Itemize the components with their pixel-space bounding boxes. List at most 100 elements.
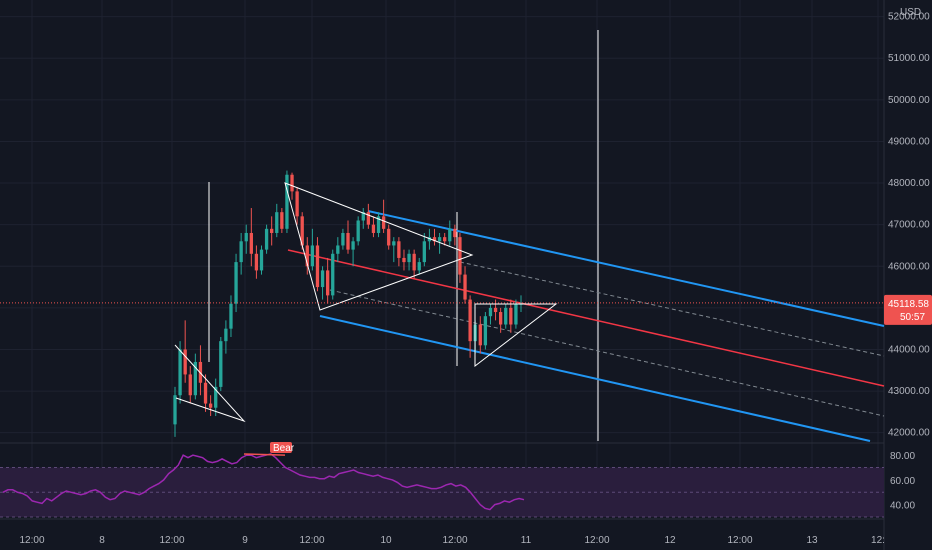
candle-body — [478, 324, 482, 346]
channel-quarter-line — [459, 261, 885, 357]
currency-label: USD — [900, 7, 921, 18]
candle-body — [229, 303, 233, 329]
candle-body — [387, 228, 391, 246]
candle-body — [361, 212, 365, 221]
candle-body — [402, 257, 406, 263]
channel-lower-line — [319, 315, 871, 442]
candle-body — [280, 212, 284, 229]
candle-body — [453, 228, 457, 238]
candle-body — [437, 237, 442, 242]
divergence-line — [243, 453, 286, 456]
time-tick-label: 12:00 — [299, 535, 324, 546]
rsi-line — [2, 453, 525, 511]
candle-body — [275, 212, 279, 233]
time-tick-label: 12:00 — [442, 535, 467, 546]
price-tick-label: 46000.00 — [888, 261, 930, 272]
candle-body — [427, 237, 432, 242]
time-tick-label: 12:00 — [727, 535, 752, 546]
candle-body — [468, 299, 472, 342]
rsi-tick-label: 60.00 — [890, 476, 915, 487]
time-tick-label: 9 — [242, 535, 248, 546]
candle-body — [463, 274, 467, 300]
candle-body — [285, 174, 289, 229]
candle-body — [325, 270, 330, 296]
candle-body — [366, 212, 371, 225]
candle-body — [458, 237, 462, 275]
time-tick-label: 8 — [99, 535, 105, 546]
candle-body — [249, 232, 253, 254]
candle-body — [224, 328, 228, 342]
candle-body — [315, 245, 320, 288]
price-tick-label: 52000.00 — [888, 12, 930, 23]
candle-body — [417, 262, 421, 271]
candle-body — [407, 253, 411, 263]
candle-body — [483, 316, 488, 346]
candle-body — [264, 228, 269, 250]
candle-body — [239, 241, 243, 263]
price-tick-label: 51000.00 — [888, 53, 930, 64]
price-tick-label: 49000.00 — [888, 136, 930, 147]
time-tick-label: 12 — [664, 535, 676, 546]
candle-body — [173, 395, 177, 425]
candle-body — [356, 220, 360, 242]
last-price-badge — [884, 294, 932, 325]
time-tick-label: 12:00 — [19, 535, 44, 546]
rsi-tick-label: 40.00 — [890, 501, 915, 512]
candle-body — [331, 253, 335, 296]
candle-body — [351, 241, 355, 250]
rsi-tick-label: 80.00 — [890, 451, 915, 462]
candle-body — [443, 237, 447, 242]
candle-body — [346, 232, 350, 250]
candle-body — [203, 382, 208, 404]
divergence-badge — [270, 442, 292, 453]
divergence-label: Bear — [273, 443, 295, 454]
candle-body — [254, 253, 259, 271]
candle-body — [504, 307, 508, 325]
price-tick-label: 42000.00 — [888, 428, 930, 439]
time-tick-label: 13 — [806, 535, 818, 546]
time-tick-label: 10 — [380, 535, 392, 546]
candle-body — [397, 241, 401, 258]
candle-body — [214, 386, 218, 408]
triangle-pattern — [474, 303, 558, 368]
time-tick-label: 12:00 — [584, 535, 609, 546]
candle-body — [234, 262, 238, 304]
triangle-pattern — [284, 182, 474, 311]
candle-body — [244, 232, 248, 242]
candle-body — [295, 191, 299, 217]
last-price-label: 45118.58 — [888, 299, 929, 310]
candle-body — [412, 253, 416, 271]
price-tick-label: 50000.00 — [888, 95, 930, 106]
time-tick-label: 12:00 — [159, 535, 184, 546]
rsi-band — [0, 467, 884, 517]
candle-body — [178, 349, 182, 396]
candle-body — [193, 361, 198, 396]
candle-body — [493, 307, 498, 313]
candle-body — [336, 245, 340, 254]
candle-body — [422, 241, 426, 263]
time-tick-label: 12: — [871, 535, 885, 546]
channel-quarter-line — [329, 289, 885, 417]
candle-body — [305, 245, 309, 267]
candle-body — [290, 174, 294, 192]
candle-body — [300, 216, 304, 246]
candle-body — [320, 270, 325, 288]
candle-body — [188, 374, 192, 396]
candle-body — [371, 224, 376, 233]
candle-body — [310, 245, 315, 267]
candle-body — [392, 241, 396, 246]
time-tick-label: 11 — [521, 535, 532, 546]
candle-body — [488, 307, 493, 317]
candle-body — [498, 312, 503, 325]
candle-body — [183, 349, 187, 375]
candle-body — [514, 303, 518, 325]
candle-body — [208, 403, 213, 408]
price-tick-label: 43000.00 — [888, 386, 930, 397]
triangle-pattern — [174, 344, 246, 423]
candle-body — [432, 237, 437, 242]
candle-body — [219, 341, 223, 387]
candle-body — [270, 228, 274, 233]
candle-body — [381, 216, 386, 229]
